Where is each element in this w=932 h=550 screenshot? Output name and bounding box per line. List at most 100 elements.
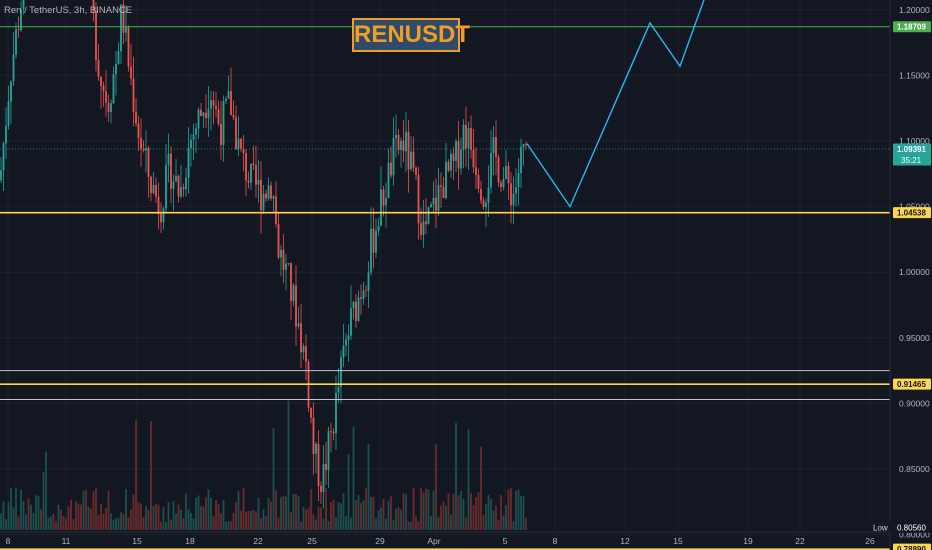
volume-bar (22, 500, 25, 530)
volume-bar (142, 517, 145, 530)
projection-path[interactable] (526, 0, 781, 209)
price-tick-label: 1.10000 (899, 136, 930, 146)
volume-bar (190, 513, 192, 530)
candle-body (332, 431, 335, 434)
candle-body (207, 108, 210, 119)
volume-bar (392, 519, 395, 530)
candle-body (370, 228, 372, 273)
candle-body (255, 165, 257, 185)
candle-body (390, 162, 392, 176)
candle-body (387, 162, 390, 198)
countdown-label: 35:21 (901, 156, 922, 165)
volume-bar (152, 505, 155, 530)
candlestick-series (0, 0, 527, 509)
volume-bar (60, 509, 62, 530)
price-axis[interactable]: 1.500001.450001.400001.350001.300001.250… (889, 0, 930, 550)
price-label: 1.18709 (897, 23, 926, 32)
volume-bar (520, 495, 522, 530)
candle-body (22, 0, 25, 10)
candle-body (227, 91, 230, 99)
volume-bar (277, 517, 280, 530)
volume-bar (57, 504, 60, 530)
volume-bar (0, 513, 2, 530)
date-tick-label: 26 (865, 536, 875, 546)
candle-body (350, 308, 352, 336)
volume-bar (477, 492, 480, 530)
volume-bar (517, 489, 520, 530)
candle-body (450, 153, 452, 171)
candle-body (475, 167, 477, 176)
candle-body (257, 179, 260, 185)
volume-bar (55, 521, 57, 530)
volume-bar (52, 513, 55, 530)
volume-bar (210, 497, 212, 530)
volume-bar (510, 488, 512, 530)
volume-bar (342, 493, 345, 530)
symbol-info: Ren / TetherUS, 3h, BINANCE (4, 5, 133, 16)
volume-bar (400, 509, 402, 530)
volume-bar (270, 501, 272, 530)
volume-bar (387, 500, 390, 530)
volume-bar (155, 503, 157, 530)
candle-body (497, 157, 500, 183)
volume-bar (215, 499, 217, 530)
candle-body (252, 163, 255, 166)
volume-bar (305, 509, 307, 530)
candle-body (495, 137, 497, 158)
volume-bar (232, 513, 235, 530)
volume-bar (10, 488, 12, 530)
candle-body (412, 151, 415, 168)
volume-bar (337, 502, 340, 530)
price-label-bg (893, 378, 931, 390)
volume-bar (335, 517, 337, 530)
volume-bar (5, 519, 7, 530)
candle-body (432, 197, 435, 205)
candle-body (162, 208, 165, 223)
volume-bar (257, 497, 260, 530)
projection-polyline[interactable] (526, 0, 780, 209)
price-label-bg (893, 543, 931, 550)
candle-body (132, 78, 135, 112)
candle-body (447, 161, 450, 171)
volume-bar (452, 493, 455, 530)
candle-body (407, 131, 410, 170)
price-tick-label: 1.05000 (899, 202, 930, 212)
candle-body (135, 111, 137, 124)
candle-body (462, 124, 465, 150)
candle-body (355, 301, 357, 321)
candle-body (187, 148, 190, 178)
candle-body (320, 485, 322, 492)
volume-bar (260, 517, 262, 530)
date-axis[interactable]: 8 11 15 18 22 25 29 Apr 5 8 12 15 19 22 26 (0, 531, 890, 546)
candle-body (235, 117, 237, 150)
candle-body (145, 147, 147, 151)
candle-body (420, 223, 422, 235)
volume-bar (432, 491, 435, 530)
volume-bar (465, 517, 467, 530)
volume-bar (72, 519, 75, 530)
candle-body (245, 153, 247, 181)
candle-body (222, 101, 225, 145)
candle-body (457, 141, 460, 169)
candle-body (405, 131, 407, 152)
candle-body (337, 386, 340, 393)
horizontal-levels[interactable] (0, 0, 890, 550)
candle-body (310, 407, 312, 418)
candle-body (190, 139, 192, 149)
price-tick-label: 1.20000 (899, 5, 930, 15)
volume-bar (75, 500, 77, 530)
date-tick-label: 29 (375, 536, 385, 546)
candle-body (520, 147, 522, 174)
volume-bar (65, 518, 67, 530)
volume-bar (480, 446, 482, 530)
volume-bar (317, 506, 320, 530)
countdown-bg (893, 154, 931, 166)
candle-body (472, 150, 475, 168)
volume-bar (172, 501, 175, 530)
candle-body (525, 144, 527, 145)
candle-body (445, 161, 447, 199)
candle-body (177, 175, 180, 197)
candle-body (305, 346, 307, 362)
volume-bar (32, 512, 35, 530)
